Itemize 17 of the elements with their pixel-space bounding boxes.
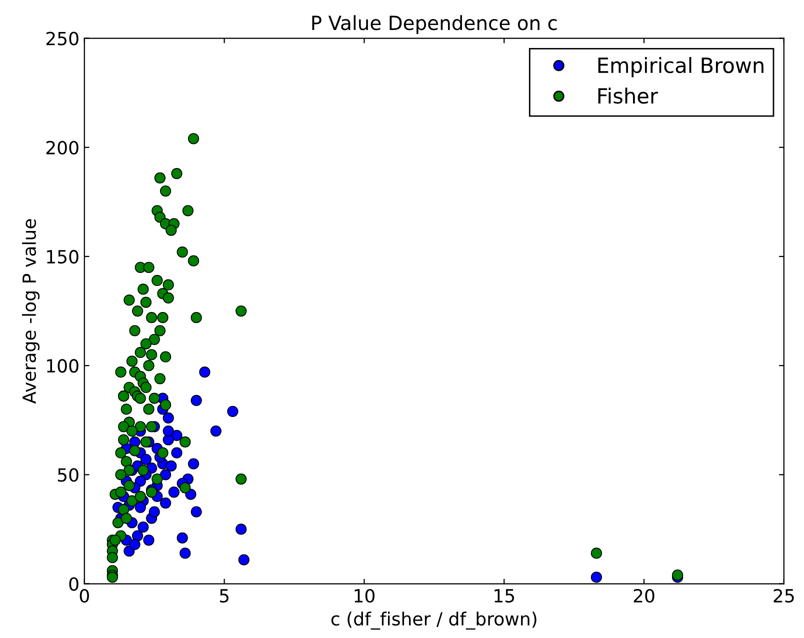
x-tick-label: 5 <box>220 589 228 603</box>
y-tick-label: 150 <box>47 250 78 264</box>
x-axis-title: c (df_fisher / df_brown) <box>331 612 536 630</box>
y-tick-label: 0 <box>69 577 78 591</box>
y-tick-label: 200 <box>46 140 78 154</box>
y-tick-label: 50 <box>58 468 78 482</box>
y-tick-label: 250 <box>46 32 78 46</box>
x-tick-label: 15 <box>494 589 514 603</box>
x-tick-label: 10 <box>354 588 374 603</box>
x-tick-label: 20 <box>634 588 654 603</box>
y-axis-title: Average -log P value <box>22 219 40 404</box>
x-tick-label: 25 <box>774 588 794 603</box>
chart-title: P Value Dependence on c <box>312 15 557 34</box>
legend-label: Fisher <box>598 88 658 104</box>
y-tick-label: 100 <box>47 359 78 373</box>
legend-label: Empirical Brown <box>598 57 764 78</box>
x-tick-label: 0 <box>80 588 89 603</box>
